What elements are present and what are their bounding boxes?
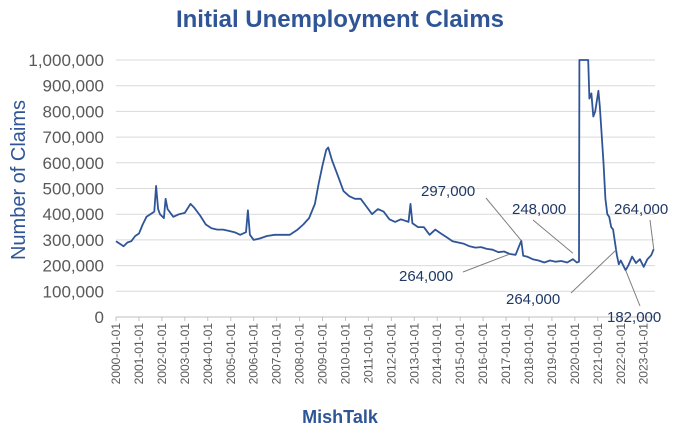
- x-tick-label: 2003-01-01: [178, 323, 192, 385]
- annotation-leader: [462, 253, 510, 273]
- x-tick-label: 2000-01-01: [109, 323, 123, 385]
- claims-line: [115, 59, 655, 272]
- annotation-label: 264,000: [614, 201, 668, 218]
- x-tick-label: 2008-01-01: [293, 323, 307, 385]
- y-tick-label: 800,000: [43, 102, 104, 121]
- x-tick-label: 2013-01-01: [407, 323, 421, 385]
- y-tick-label: 0: [95, 308, 104, 327]
- x-tick-label: 2004-01-01: [201, 323, 215, 385]
- y-tick-label: 500,000: [43, 180, 104, 199]
- x-tick-label: 2005-01-01: [224, 323, 238, 385]
- annotation-leader: [570, 248, 618, 294]
- annotation-label: 264,000: [399, 268, 453, 285]
- chart-title: Initial Unemployment Claims: [175, 6, 505, 33]
- x-tick-label: 2012-01-01: [384, 323, 398, 385]
- annotation-label: 264,000: [506, 291, 560, 308]
- x-tick-label: 2009-01-01: [316, 323, 330, 385]
- x-tick-label: 2018-01-01: [522, 323, 536, 385]
- x-tick-label: 2007-01-01: [270, 323, 284, 385]
- x-axis-title: MishTalk: [302, 407, 378, 427]
- y-tick-label: 300,000: [43, 231, 104, 250]
- x-tick-label: 2015-01-01: [453, 323, 467, 385]
- y-axis-ticks: 0 100,000 200,000 300,000 400,000 500,000 600,…: [28, 51, 104, 327]
- y-tick-label: 100,000: [43, 282, 104, 301]
- x-tick-label: 2006-01-01: [247, 323, 261, 385]
- y-tick-label: 200,000: [43, 257, 104, 276]
- x-axis-ticks: 2000-01-01 2001-01-01 2002-01-01 2003-01-01…: [109, 317, 651, 384]
- annotation-label: 182,000: [607, 309, 661, 326]
- annotation-label: 297,000: [421, 183, 475, 200]
- y-tick-label: 700,000: [43, 128, 104, 147]
- x-tick-label: 2023-01-01: [637, 323, 651, 385]
- x-tick-label: 2022-01-01: [614, 323, 628, 385]
- x-tick-label: 2021-01-01: [591, 323, 605, 385]
- series-group: [115, 59, 655, 272]
- x-tick-label: 2016-01-01: [476, 323, 490, 385]
- annotation-leader: [649, 219, 655, 250]
- annotation-label: 248,000: [512, 201, 566, 218]
- x-tick-label: 2014-01-01: [430, 323, 444, 385]
- x-tick-label: 2011-01-01: [361, 323, 375, 384]
- annotations: 297,000 248,000 264,000 264,000 264,000 182,0…: [399, 183, 668, 326]
- x-tick-label: 2017-01-01: [499, 323, 513, 385]
- y-tick-label: 900,000: [43, 77, 104, 96]
- x-tick-label: 2020-01-01: [568, 323, 582, 385]
- y-tick-label: 600,000: [43, 154, 104, 173]
- x-tick-label: 2002-01-01: [155, 323, 169, 385]
- gridlines: [116, 59, 655, 318]
- x-tick-label: 2010-01-01: [338, 323, 352, 385]
- x-tick-label: 2019-01-01: [545, 323, 559, 385]
- x-tick-label: 2001-01-01: [132, 323, 146, 385]
- y-tick-label: 1,000,000: [28, 51, 104, 70]
- annotation-leader: [485, 197, 522, 241]
- annotation-leader: [532, 219, 574, 254]
- y-tick-label: 400,000: [43, 205, 104, 224]
- annotation-leader: [625, 270, 641, 307]
